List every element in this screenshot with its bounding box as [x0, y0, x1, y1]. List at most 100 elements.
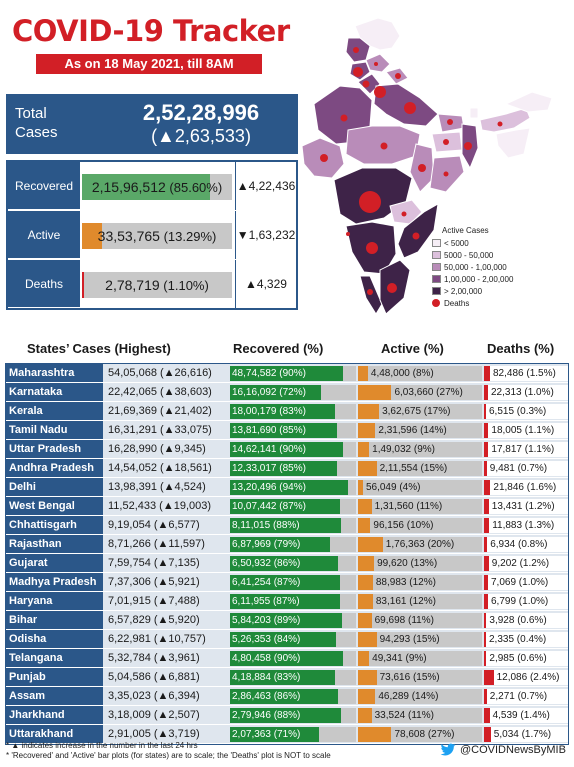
map-region-sikkim	[469, 107, 479, 119]
table-row: Madhya Pradesh 7,37,306 (▲5,921) 6,41,254 …	[6, 573, 568, 592]
active-bar: 99,620 (13%)	[358, 556, 482, 571]
recovered-label: 6,11,955 (87%)	[232, 596, 300, 607]
active-bar: 46,289 (14%)	[358, 689, 482, 704]
active-bar: 2,11,554 (15%)	[358, 461, 482, 476]
deaths-bar-fill	[484, 461, 487, 476]
recovered-bar-fill	[230, 708, 341, 723]
summary-pct: (85.60%)	[169, 180, 223, 195]
deaths-bar: 6,515 (0.3%)	[484, 404, 568, 419]
recovered-bar: 48,74,582 (90%)	[230, 366, 356, 381]
deaths-dot-telangana	[401, 211, 407, 217]
summary-number: 2,78,719	[105, 277, 160, 293]
recovered-label: 4,18,884 (83%)	[232, 672, 301, 683]
recovered-bar: 6,50,932 (86%)	[230, 556, 356, 571]
active-label: 73,616 (15%)	[379, 672, 440, 683]
deaths-dot-ap	[412, 232, 420, 240]
deaths-dot-up	[404, 102, 416, 114]
footnotes: * ▲ indicates increase in the number in …	[6, 741, 331, 761]
deaths-bar-fill	[484, 480, 491, 495]
state-name: Uttarakhand	[6, 725, 103, 744]
table-row: Uttar Pradesh 16,28,990 (▲9,345) 14,62,141…	[6, 440, 568, 459]
state-cases: 6,22,981 (▲10,757)	[108, 633, 206, 645]
deaths-bar: 18,005 (1.1%)	[484, 423, 568, 438]
active-bar: 6,03,660 (27%)	[358, 385, 482, 400]
active-label: 88,983 (12%)	[375, 577, 436, 588]
deaths-label: 2,985 (0.6%)	[489, 653, 547, 664]
recovered-bar: 2,79,946 (88%)	[230, 708, 356, 723]
deaths-bar: 3,928 (0.6%)	[484, 613, 568, 628]
active-bar-fill	[358, 575, 373, 590]
state-cases: 7,37,306 (▲5,921)	[108, 576, 200, 588]
recovered-bar: 13,81,690 (85%)	[230, 423, 356, 438]
legend-label: < 5000	[444, 238, 469, 248]
state-cases: 54,05,068 (▲26,616)	[108, 367, 212, 379]
deaths-label: 82,486 (1.5%)	[493, 368, 556, 379]
recovered-bar: 16,16,092 (72%)	[230, 385, 356, 400]
state-cases: 3,18,009 (▲2,507)	[108, 709, 200, 721]
table-row: Assam 3,35,023 (▲6,394) 2,86,463 (86%) 46,2…	[6, 687, 568, 706]
page-title: COVID-19 Tracker	[12, 14, 290, 48]
recovered-label: 16,16,092 (72%)	[232, 387, 306, 398]
deaths-bar: 2,985 (0.6%)	[484, 651, 568, 666]
state-name: Telangana	[6, 649, 103, 668]
recovered-bar: 18,00,179 (83%)	[230, 404, 356, 419]
recovered-label: 2,86,463 (86%)	[232, 691, 301, 702]
footnote-line-2: * 'Recovered' and 'Active' bar plots (fo…	[6, 751, 331, 760]
summary-label: Active	[8, 211, 80, 259]
deaths-bar: 7,069 (1.0%)	[484, 575, 568, 590]
active-bar: 73,616 (15%)	[358, 670, 482, 685]
deaths-label: 11,883 (1.3%)	[492, 520, 555, 531]
recovered-bar-fill	[230, 480, 349, 495]
summary-row-recovered: Recovered 2,15,96,512 (85.60%) ▲4,22,436	[8, 162, 296, 210]
active-bar-fill	[358, 385, 392, 400]
state-name: Jharkhand	[6, 706, 103, 725]
active-bar-fill	[358, 518, 371, 533]
deaths-dot-karnataka	[366, 242, 378, 254]
deaths-bar: 9,202 (1.2%)	[484, 556, 568, 571]
deaths-bar-fill	[484, 404, 486, 419]
deaths-bar-fill	[484, 594, 488, 609]
deaths-bar-fill	[484, 651, 487, 666]
recovered-bar: 4,18,884 (83%)	[230, 670, 356, 685]
deaths-bar: 6,799 (1.0%)	[484, 594, 568, 609]
total-cases-panel: Total Cases 2,52,28,996 (▲2,63,533)	[6, 94, 298, 154]
legend-item-deaths: Deaths	[432, 297, 552, 309]
deaths-label: 6,799 (1.0%)	[491, 596, 549, 607]
deaths-bar-fill	[484, 708, 490, 723]
table-row: Haryana 7,01,915 (▲7,488) 6,11,955 (87%) 83…	[6, 592, 568, 611]
table-row: Jharkhand 3,18,009 (▲2,507) 2,79,946 (88%)…	[6, 706, 568, 725]
recovered-label: 18,00,179 (83%)	[232, 406, 306, 417]
deaths-bar: 6,934 (0.8%)	[484, 537, 568, 552]
active-bar: 33,524 (11%)	[358, 708, 482, 723]
state-name: Chhattisgarh	[6, 516, 103, 535]
deaths-bar-fill	[484, 537, 488, 552]
active-label: 6,03,660 (27%)	[394, 387, 463, 398]
social-handle[interactable]: @COVIDNewsByMIB	[440, 743, 566, 757]
recovered-bar: 5,84,203 (89%)	[230, 613, 356, 628]
state-cases: 7,01,915 (▲7,488)	[108, 595, 200, 607]
deaths-label: 2,271 (0.7%)	[489, 691, 548, 702]
legend-item: 50,000 - 1,00,000	[432, 261, 552, 273]
state-name: Uttar Pradesh	[6, 440, 103, 459]
deaths-label: 2,335 (0.4%)	[489, 634, 547, 645]
table-row: Bihar 6,57,829 (▲5,920) 5,84,203 (89%) 69,6…	[6, 611, 568, 630]
deaths-dot-jharkhand	[443, 139, 449, 145]
state-name: Delhi	[6, 478, 103, 497]
summary-row-deaths: Deaths 2,78,719 (1.10%) ▲4,329	[8, 260, 296, 308]
active-label: 46,289 (14%)	[378, 691, 439, 702]
summary-label: Deaths	[8, 260, 80, 308]
recovered-bar-fill	[230, 575, 340, 590]
recovered-label: 14,62,141 (90%)	[232, 444, 306, 455]
table-row: Delhi 13,98,391 (▲4,524) 13,20,496 (94%) 56…	[6, 478, 568, 497]
deaths-dot-wb	[464, 142, 472, 150]
active-bar-fill	[358, 651, 370, 666]
deaths-bar-fill	[484, 670, 494, 685]
recovered-bar-fill	[230, 556, 339, 571]
recovered-label: 5,84,203 (89%)	[232, 615, 301, 626]
active-bar-fill	[358, 461, 377, 476]
summary-value: 2,15,96,512 (85.60%)	[82, 174, 232, 200]
recovered-bar-fill	[230, 423, 338, 438]
recovered-bar-fill	[230, 651, 344, 666]
legend-swatch	[432, 263, 441, 271]
state-name: Assam	[6, 687, 103, 706]
